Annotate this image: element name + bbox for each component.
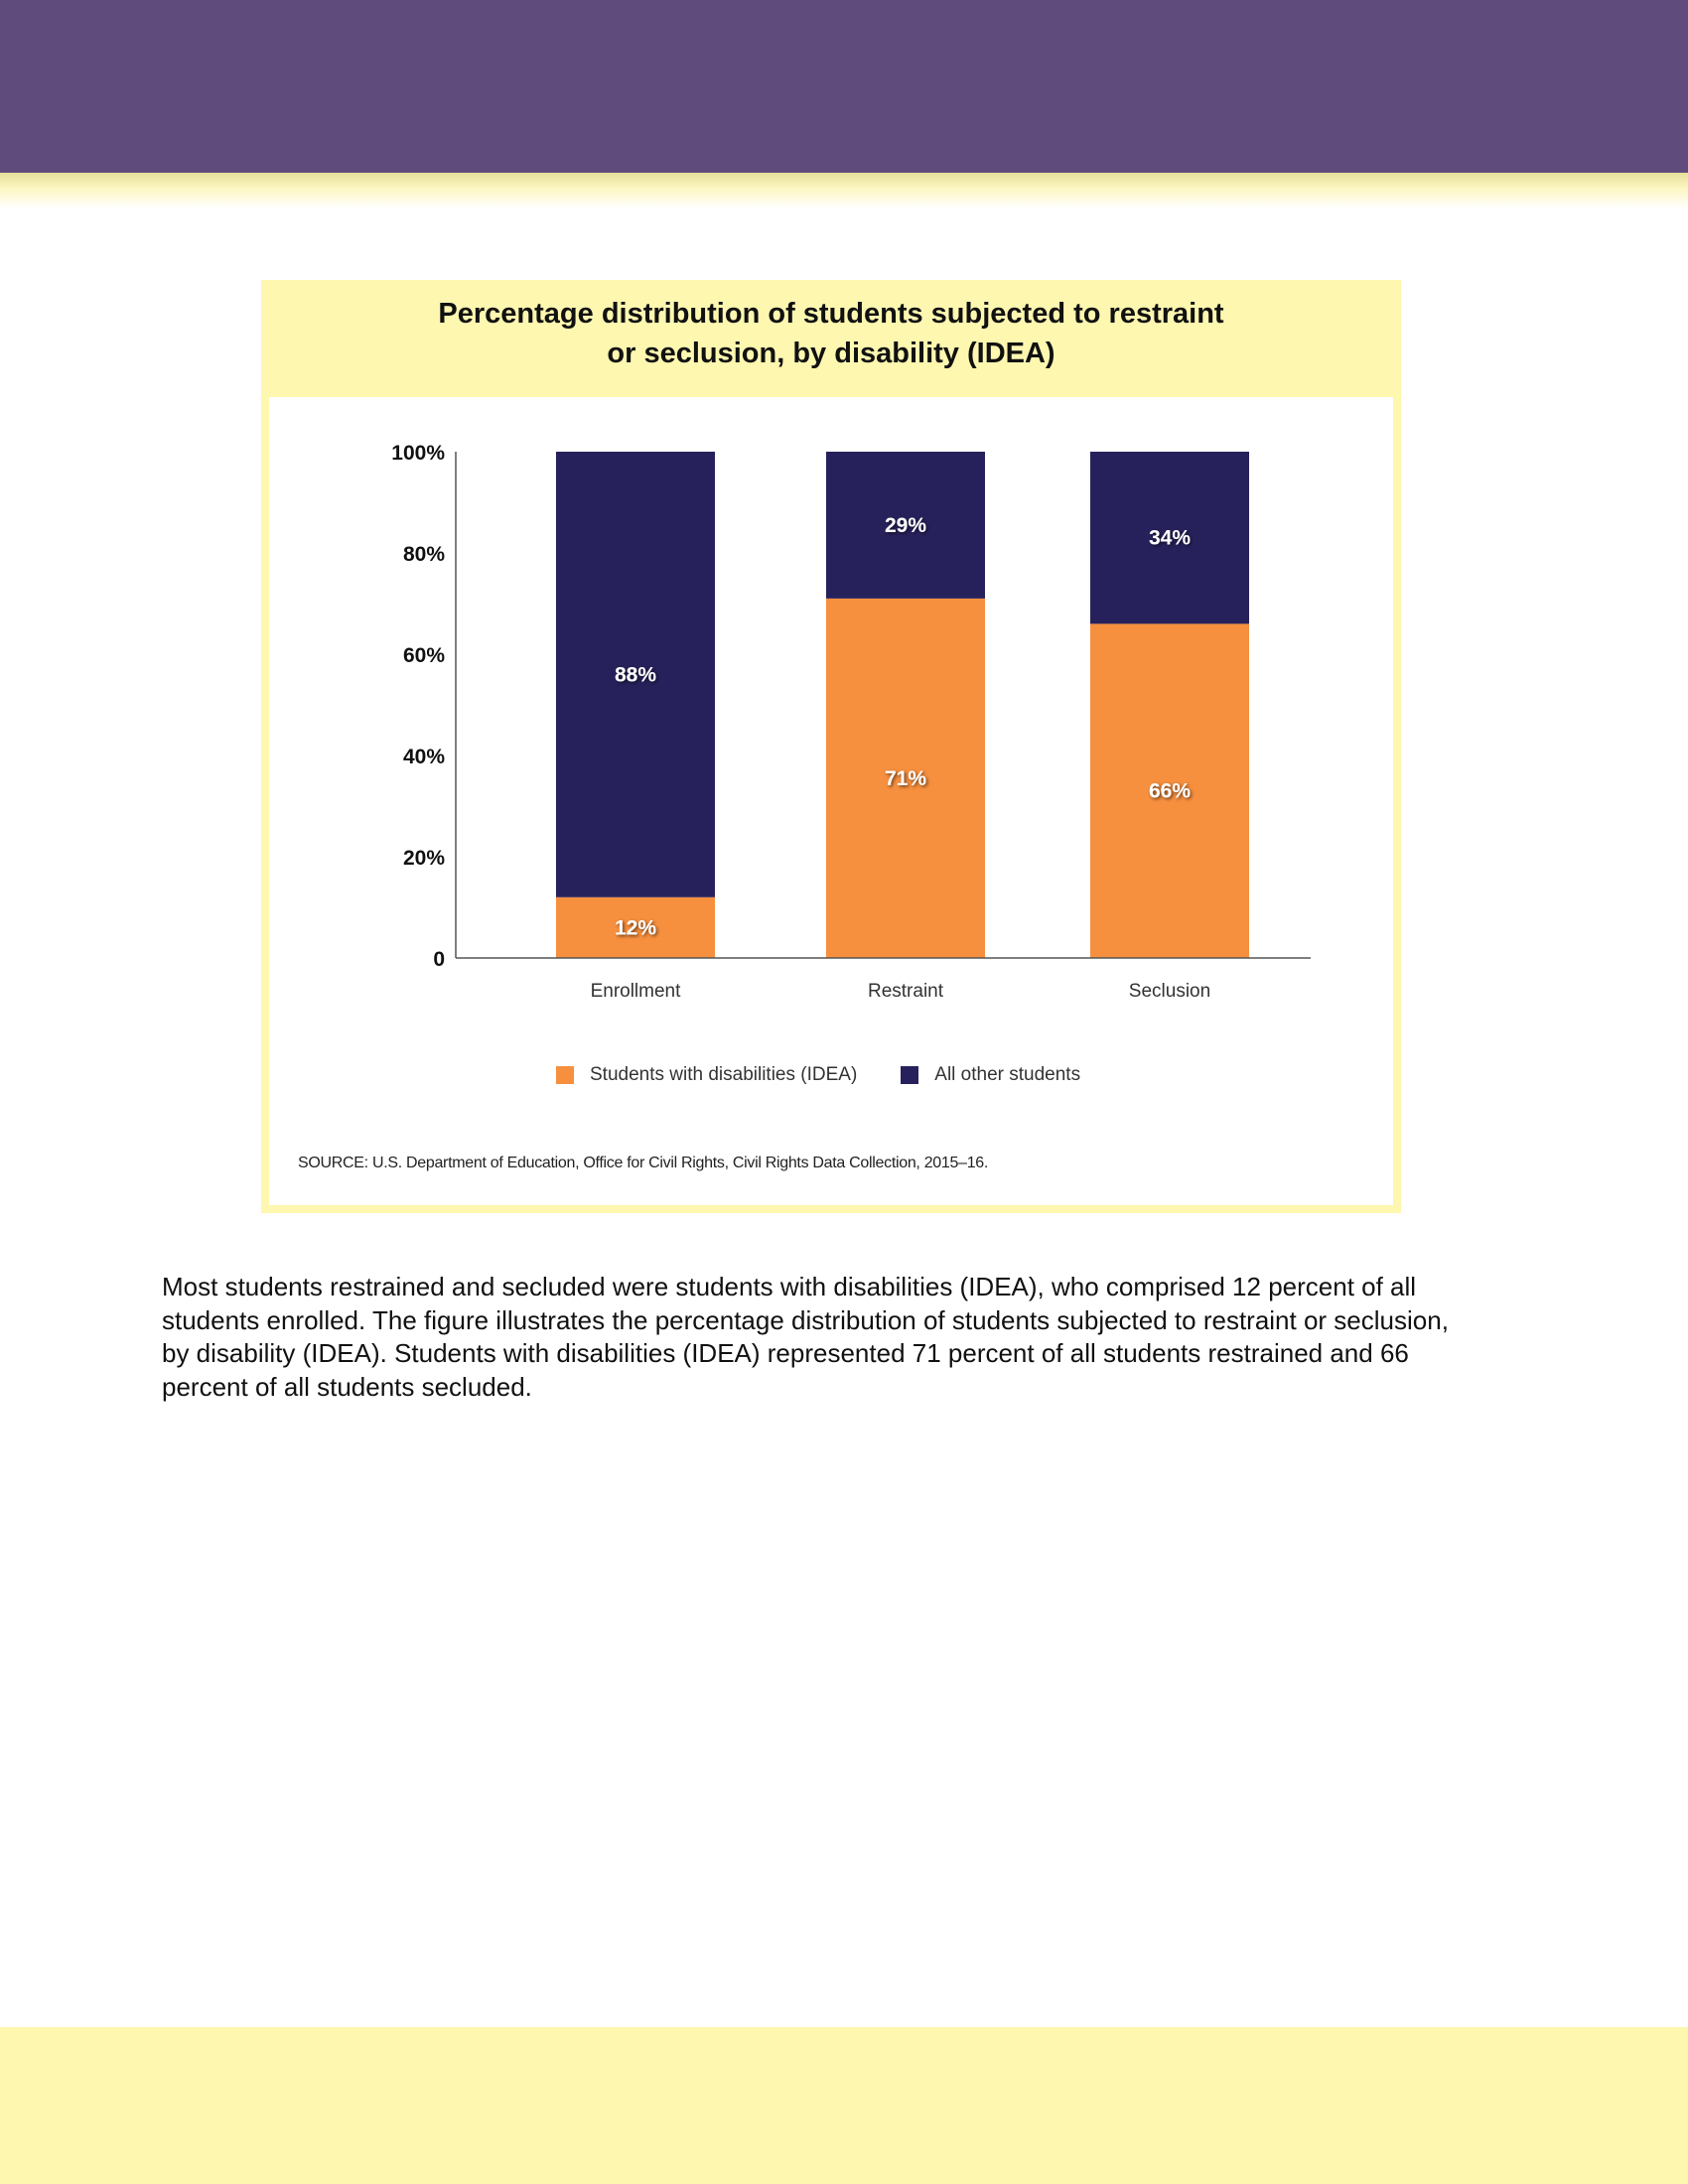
y-tick-label-1: 20% [403, 847, 445, 870]
bar-seclusion-idea [1090, 623, 1249, 958]
bar-restraint-idea [826, 598, 985, 958]
legend-swatch-other [901, 1066, 919, 1084]
y-tick-label-3: 60% [403, 644, 445, 667]
body-paragraph: Most students restrained and secluded we… [162, 1272, 1449, 1402]
bar-seclusion-other [1090, 452, 1249, 624]
figure-title: Percentage distribution of students subj… [261, 294, 1401, 373]
figure-title-line2: or seclusion, by disability (IDEA) [607, 338, 1055, 369]
figure-title-line1: Percentage distribution of students subj… [438, 298, 1224, 330]
footer-band [0, 2027, 1688, 2184]
data-label-enrollment-other: 88% [615, 663, 656, 686]
legend-label-idea: Students with disabilities (IDEA) [590, 1064, 858, 1085]
legend-swatch-idea [556, 1066, 574, 1084]
legend-item-idea: Students with disabilities (IDEA) [556, 1064, 857, 1086]
bar-enrollment-idea [556, 896, 715, 958]
x-tick-label-enrollment: Enrollment [591, 981, 682, 1002]
chart-legend: Students with disabilities (IDEA) All ot… [556, 1060, 1124, 1090]
source-note: SOURCE: U.S. Department of Education, Of… [298, 1155, 989, 1171]
data-label-enrollment-idea: 12% [615, 916, 656, 939]
bar-enrollment-other [556, 452, 715, 897]
data-label-restraint-idea: 71% [885, 767, 926, 790]
header-band [0, 0, 1688, 173]
stacked-bar-chart: 12% 88% Enrollment 71% 29% Restraint 66% 34% Sec… [391, 442, 1311, 1002]
y-tick-label-2: 40% [403, 746, 445, 768]
data-label-seclusion-idea: 66% [1149, 780, 1191, 803]
legend-item-other: All other students [901, 1064, 1080, 1086]
data-label-restraint-other: 29% [885, 514, 926, 537]
x-tick-label-seclusion: Seclusion [1129, 981, 1210, 1002]
y-tick-label-0: 0 [433, 948, 445, 971]
bar-restraint-other [826, 452, 985, 599]
y-tick-label-5: 100% [391, 442, 445, 465]
legend-label-other: All other students [934, 1064, 1081, 1085]
x-tick-label-restraint: Restraint [868, 981, 944, 1002]
data-label-seclusion-other: 34% [1149, 527, 1191, 550]
y-tick-label-4: 80% [403, 543, 445, 566]
header-fade [0, 173, 1688, 208]
